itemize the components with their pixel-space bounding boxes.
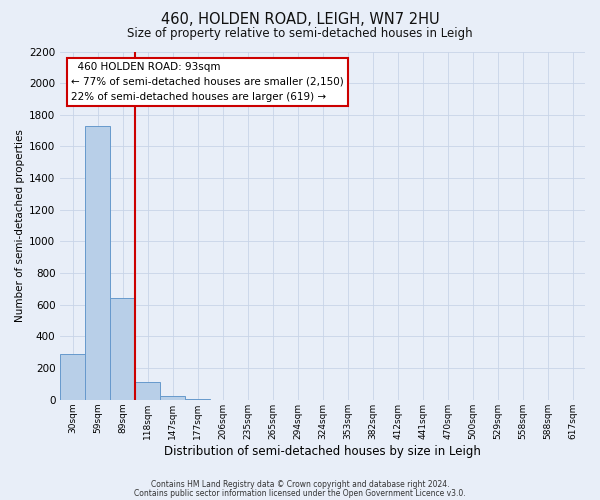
Bar [185,399,210,400]
Bar [85,126,110,400]
Bar [110,298,135,400]
Text: 460, HOLDEN ROAD, LEIGH, WN7 2HU: 460, HOLDEN ROAD, LEIGH, WN7 2HU [161,12,439,28]
Text: Contains HM Land Registry data © Crown copyright and database right 2024.: Contains HM Land Registry data © Crown c… [151,480,449,489]
X-axis label: Distribution of semi-detached houses by size in Leigh: Distribution of semi-detached houses by … [164,444,481,458]
Bar [60,354,85,400]
Bar [135,382,160,400]
Y-axis label: Number of semi-detached properties: Number of semi-detached properties [15,129,25,322]
Text: Size of property relative to semi-detached houses in Leigh: Size of property relative to semi-detach… [127,28,473,40]
Bar [160,396,185,400]
Text: 460 HOLDEN ROAD: 93sqm  
← 77% of semi-detached houses are smaller (2,150)
22% o: 460 HOLDEN ROAD: 93sqm ← 77% of semi-det… [71,62,344,102]
Text: Contains public sector information licensed under the Open Government Licence v3: Contains public sector information licen… [134,489,466,498]
